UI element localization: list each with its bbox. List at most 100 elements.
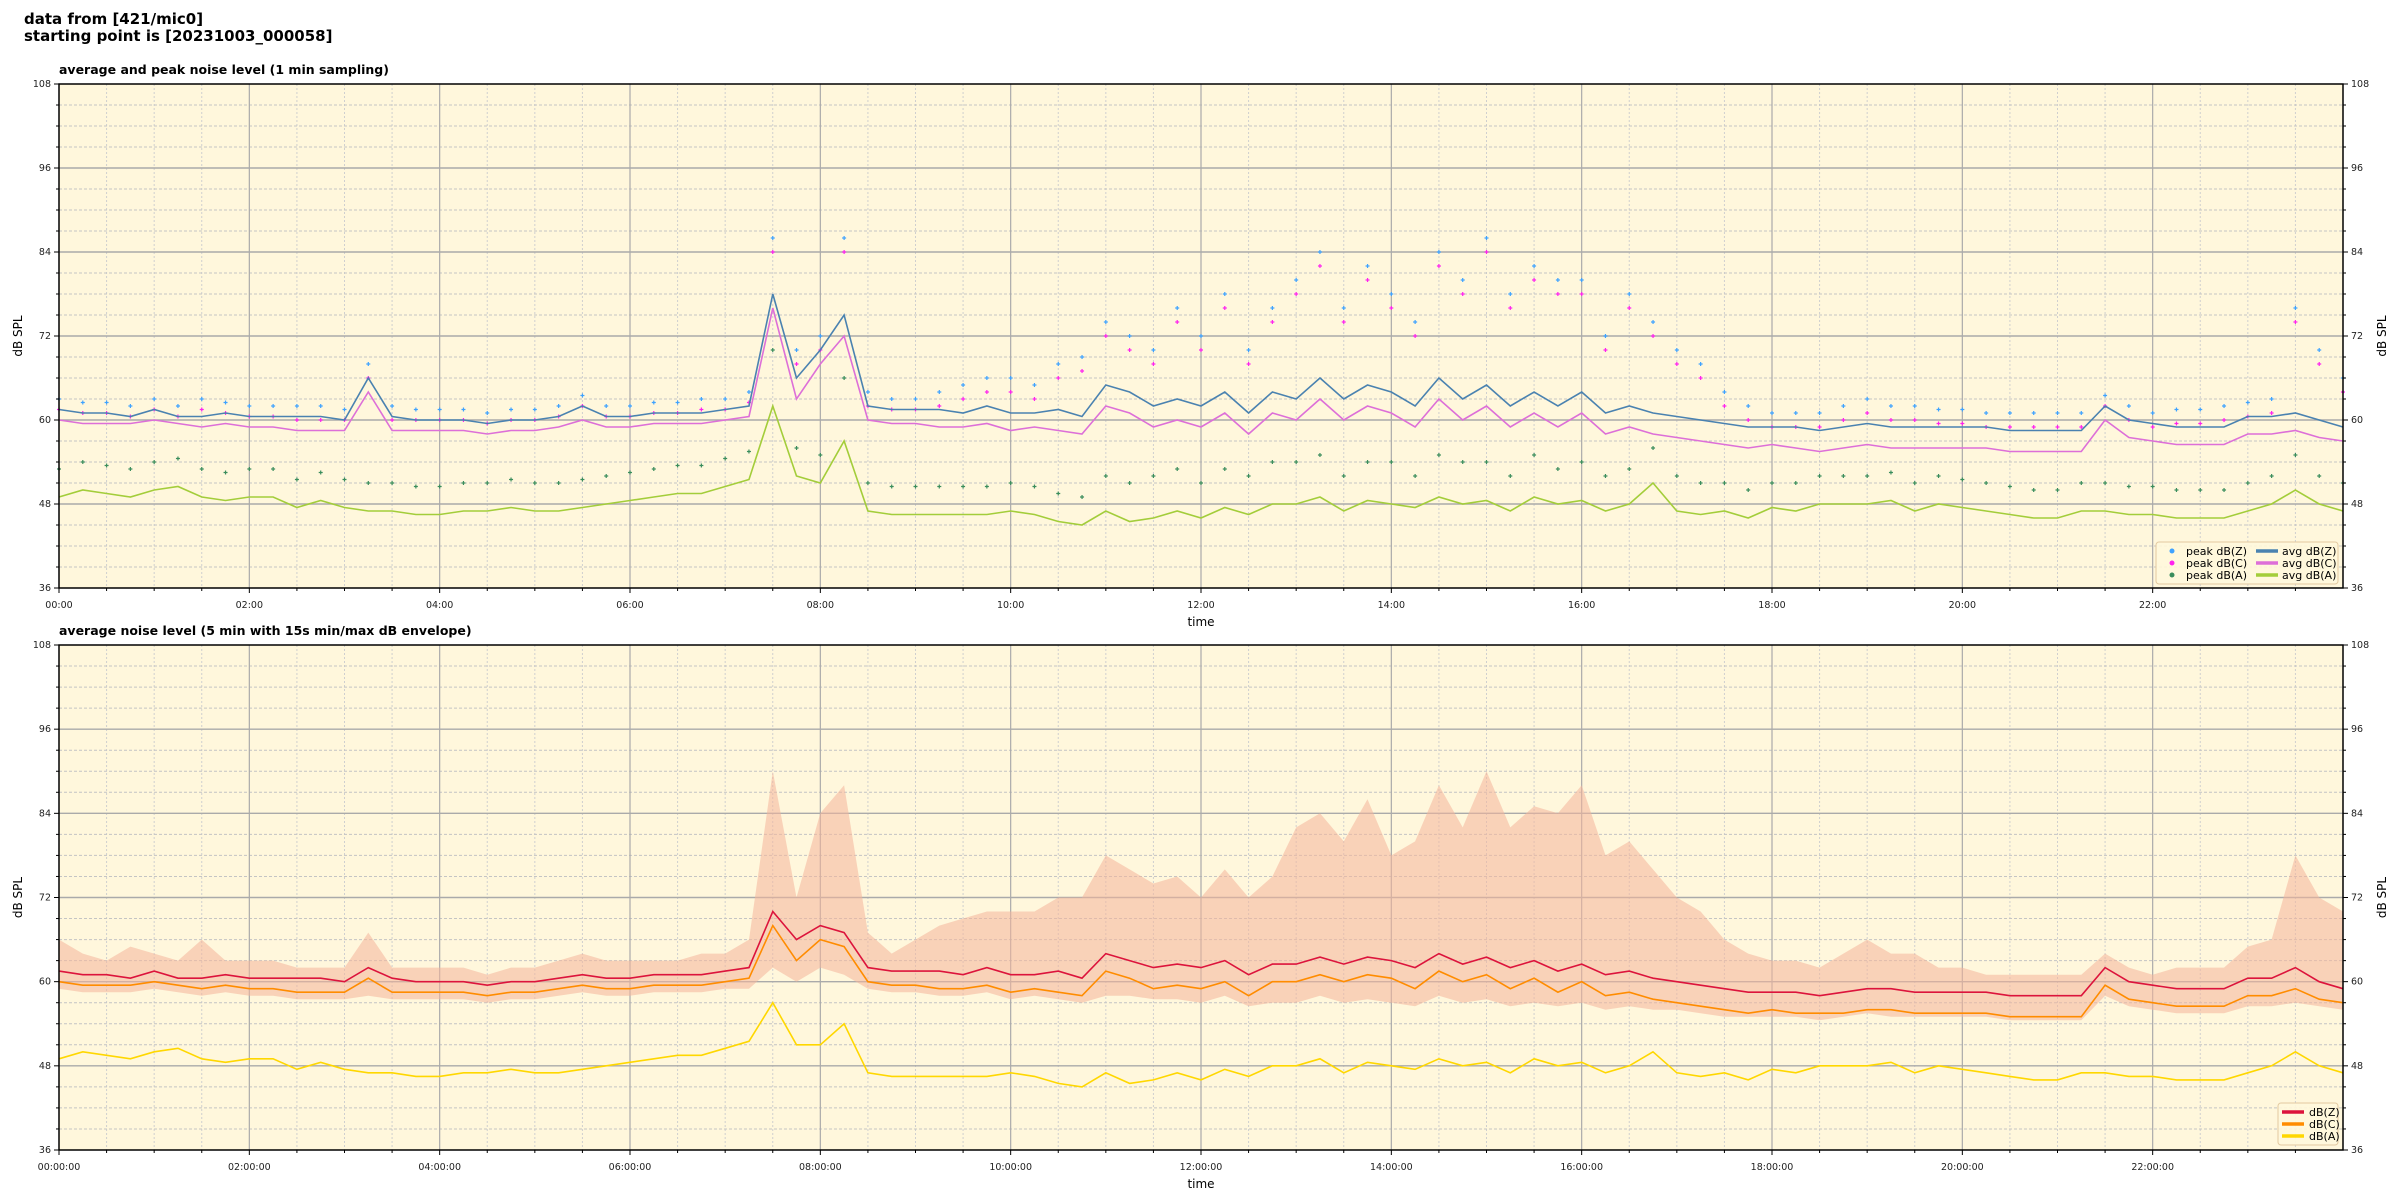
peak-point xyxy=(485,411,490,415)
peak-point xyxy=(2317,348,2322,352)
peak-point xyxy=(1508,306,1513,310)
peak-point xyxy=(1008,390,1013,394)
peak-point xyxy=(913,484,918,489)
peak-point xyxy=(1722,404,1727,408)
envelope-band xyxy=(59,771,2343,1021)
x-tick-label: 10:00:00 xyxy=(989,1162,1032,1173)
peak-point xyxy=(461,407,466,412)
legend-label: avg dB(C) xyxy=(2282,557,2337,570)
peak-point xyxy=(1888,470,1893,475)
peak-point xyxy=(746,449,751,454)
peak-point xyxy=(1413,320,1418,324)
peak-point xyxy=(1032,484,1037,489)
peak-point xyxy=(1793,411,1798,415)
peak-point xyxy=(128,467,133,471)
peak-point xyxy=(699,407,704,412)
peak-point xyxy=(1603,348,1608,352)
peak-point xyxy=(1365,278,1370,282)
peak-point xyxy=(2269,411,2274,415)
peak-point xyxy=(1984,481,1989,485)
peak-point xyxy=(1246,474,1251,478)
plot-title: average and peak noise level (1 min samp… xyxy=(59,62,389,77)
peak-point xyxy=(1984,411,1989,415)
y-tick-label-right: 96 xyxy=(2351,163,2363,174)
peak-point xyxy=(318,404,323,408)
peak-point xyxy=(961,484,966,489)
peak-point xyxy=(532,481,537,485)
peak-point xyxy=(2007,411,2012,415)
peak-point xyxy=(865,481,870,485)
peak-point xyxy=(1413,474,1418,478)
peak-point xyxy=(1175,320,1180,324)
peak-point xyxy=(1294,278,1299,282)
peak-point xyxy=(1175,306,1180,310)
figure-title-source: data from [421/mic0] xyxy=(24,10,203,28)
legend-label: dB(C) xyxy=(2309,1118,2340,1131)
y-tick-label-right: 96 xyxy=(2351,724,2363,735)
peak-point xyxy=(390,481,395,485)
peak-point xyxy=(1579,278,1584,282)
peak-point xyxy=(1960,477,1965,482)
peak-point xyxy=(699,397,704,401)
peak-point xyxy=(2031,488,2036,492)
peak-point xyxy=(770,250,775,254)
peak-point xyxy=(1936,474,1941,478)
peak-point xyxy=(2198,407,2203,412)
peak-point xyxy=(2198,488,2203,492)
legend-box xyxy=(2155,541,2339,585)
peak-point xyxy=(2174,488,2179,492)
series-line-dba xyxy=(58,1001,2344,1088)
peak-point xyxy=(1555,467,1560,471)
peak-point xyxy=(842,376,847,380)
peak-point xyxy=(1151,474,1156,478)
series-line-dbz xyxy=(58,909,2344,997)
peak-point xyxy=(1603,334,1608,338)
peak-point xyxy=(628,470,632,475)
peak-point xyxy=(1080,369,1085,373)
peak-point xyxy=(1317,250,1322,254)
y-tick-label-right: 60 xyxy=(2351,415,2363,426)
peak-point xyxy=(1103,334,1108,338)
peak-point xyxy=(1341,474,1346,478)
y-tick-label: 60 xyxy=(39,977,51,988)
legend-label: dB(A) xyxy=(2309,1130,2340,1143)
peak-point xyxy=(2103,393,2108,398)
peak-point xyxy=(1032,397,1037,401)
peak-point xyxy=(889,397,894,401)
x-tick-label: 16:00:00 xyxy=(1560,1162,1603,1173)
peak-point xyxy=(1222,467,1227,471)
peak-point xyxy=(1484,460,1489,464)
peak-point xyxy=(1508,292,1513,296)
peak-point xyxy=(2126,404,2131,408)
peak-point xyxy=(509,477,514,482)
peak-point xyxy=(1722,481,1727,485)
y-tick-label: 72 xyxy=(39,893,51,904)
peak-point xyxy=(2269,397,2274,401)
peak-point xyxy=(152,460,157,464)
peak-point xyxy=(1651,446,1656,450)
series-line-avgdbz xyxy=(58,293,2344,432)
peak-point xyxy=(175,456,180,461)
x-tick-label: 18:00:00 xyxy=(1751,1162,1794,1173)
peak-point xyxy=(1222,292,1227,296)
peak-point xyxy=(1151,348,1156,352)
peak-point xyxy=(1555,278,1560,282)
peak-point xyxy=(818,453,823,457)
peak-point xyxy=(80,460,85,464)
x-axis-label: time xyxy=(1187,615,1214,629)
peak-point xyxy=(1222,306,1227,310)
peak-point xyxy=(2222,488,2227,492)
series-line-avgdbc xyxy=(58,307,2344,453)
figure-title-start: starting point is [20231003_000058] xyxy=(24,27,332,45)
legend-label: peak dB(A) xyxy=(2186,569,2247,582)
peak-point xyxy=(1294,292,1299,296)
peak-point xyxy=(1746,404,1751,408)
peak-point xyxy=(1960,421,1965,426)
y-tick-label: 108 xyxy=(33,79,51,90)
y-tick-label: 60 xyxy=(39,415,51,426)
y-tick-label-right: 36 xyxy=(2351,1145,2363,1156)
x-axis-label: time xyxy=(1187,1177,1214,1191)
peak-point xyxy=(1317,453,1322,457)
peak-point xyxy=(1365,460,1370,464)
peak-point xyxy=(1674,474,1679,478)
